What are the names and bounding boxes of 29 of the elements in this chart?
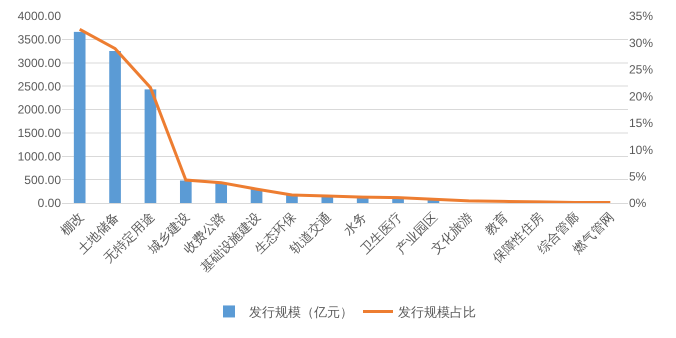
line-series — [78, 28, 612, 203]
y-tick-label: 3000.00 — [18, 56, 62, 70]
bar — [74, 32, 86, 203]
y-tick-label: 500.00 — [24, 172, 62, 187]
y2-tick-label: 5% — [629, 169, 647, 184]
bar — [180, 180, 192, 203]
bar — [109, 51, 121, 203]
y-tick-label: 1500.00 — [18, 126, 62, 140]
bar — [215, 182, 228, 203]
legend-label: 发行规模占比 — [398, 304, 476, 320]
y-tick-label: 2000.00 — [18, 102, 62, 117]
bar — [250, 189, 262, 203]
y-tick-label: 3500.00 — [18, 32, 62, 47]
x-tick-label: 水务 — [340, 209, 370, 238]
y-tick-label: 0.00 — [38, 196, 62, 210]
y2-tick-label: 15% — [629, 116, 654, 130]
x-tick-label: 教育 — [482, 209, 511, 238]
y-tick-label: 1000.00 — [18, 149, 62, 164]
y2-tick-label: 35% — [629, 9, 654, 24]
y2-tick-label: 0% — [629, 196, 647, 210]
y2-tick-label: 30% — [629, 36, 654, 50]
y-tick-label: 4000.00 — [18, 9, 62, 24]
x-tick-label: 棚改 — [57, 209, 86, 238]
y2-tick-label: 20% — [629, 89, 654, 104]
y2-tick-label: 10% — [629, 142, 654, 157]
legend-label: 发行规模（亿元） — [249, 304, 353, 320]
y2-tick-label: 25% — [629, 62, 654, 77]
y-tick-label: 2500.00 — [18, 79, 62, 94]
bar — [144, 89, 156, 203]
